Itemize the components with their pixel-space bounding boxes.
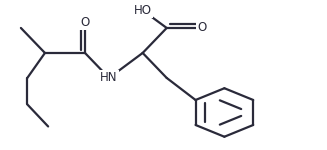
Text: HN: HN bbox=[100, 71, 118, 84]
Text: HO: HO bbox=[134, 4, 152, 17]
Text: O: O bbox=[197, 21, 207, 34]
Text: O: O bbox=[80, 16, 90, 29]
